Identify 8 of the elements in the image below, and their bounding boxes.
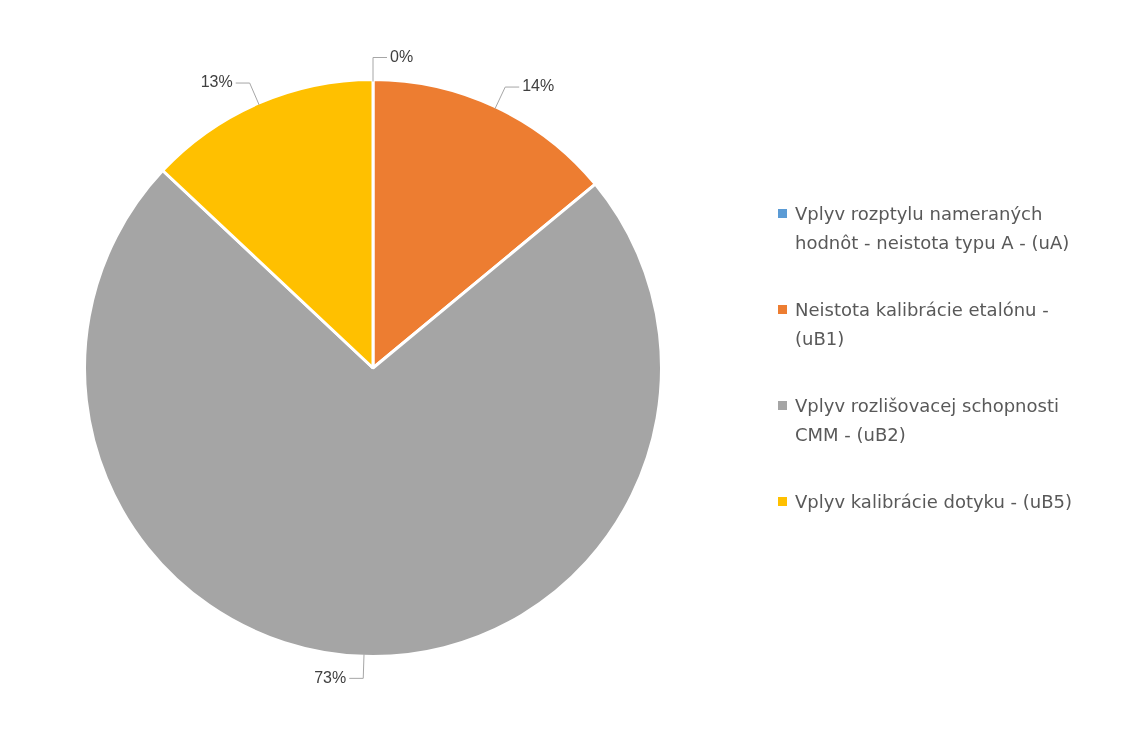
legend-label: Neistota kalibrácie etalónu - (uB1) bbox=[795, 298, 1050, 351]
legend-label: Vplyv rozlišovacej schopnosti CMM - (uB2) bbox=[795, 394, 1060, 447]
legend-label: Vplyv kalibrácie dotyku - (uB5) bbox=[795, 490, 1073, 514]
data-label: 13% bbox=[200, 73, 233, 91]
legend-label: Vplyv rozptylu nameraných hodnôt - neistota typu A - (uA) bbox=[795, 202, 1071, 255]
data-label: 73% bbox=[314, 668, 347, 686]
data-label: 14% bbox=[522, 77, 555, 95]
text: 0% bbox=[390, 47, 414, 65]
